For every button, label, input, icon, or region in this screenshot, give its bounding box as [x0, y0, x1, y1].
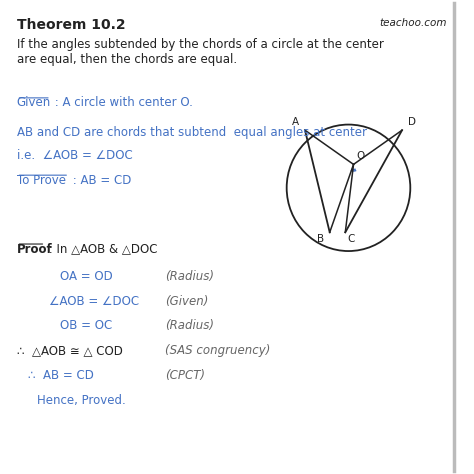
Text: AB and CD are chords that subtend  equal angles at center: AB and CD are chords that subtend equal …	[17, 126, 366, 138]
Text: (Given): (Given)	[165, 295, 209, 308]
Text: OB = OC: OB = OC	[60, 319, 112, 332]
Text: (Radius): (Radius)	[165, 319, 214, 332]
Text: : AB = CD: : AB = CD	[69, 174, 132, 187]
Text: OA = OD: OA = OD	[60, 270, 113, 283]
Text: ∴  △AOB ≅ △ COD: ∴ △AOB ≅ △ COD	[17, 344, 122, 357]
Text: O: O	[356, 151, 365, 161]
Text: Given: Given	[17, 97, 51, 109]
Text: Hence, Proved.: Hence, Proved.	[37, 394, 126, 407]
Text: To Prove: To Prove	[17, 174, 65, 187]
Text: teachoo.com: teachoo.com	[380, 18, 447, 28]
Text: Proof: Proof	[17, 243, 52, 255]
Text: D: D	[408, 117, 416, 127]
Text: : In △AOB & △DOC: : In △AOB & △DOC	[46, 243, 158, 255]
Text: B: B	[317, 234, 324, 244]
Text: (SAS congruency): (SAS congruency)	[165, 344, 271, 357]
Text: A: A	[292, 117, 299, 127]
Text: ∴  AB = CD: ∴ AB = CD	[28, 369, 94, 382]
Text: (CPCT): (CPCT)	[165, 369, 205, 382]
Text: Theorem 10.2: Theorem 10.2	[17, 18, 125, 32]
Text: If the angles subtended by the chords of a circle at the center
are equal, then : If the angles subtended by the chords of…	[17, 38, 383, 66]
Text: C: C	[347, 234, 355, 244]
Text: ∠AOB = ∠DOC: ∠AOB = ∠DOC	[48, 295, 139, 308]
Text: : A circle with center O.: : A circle with center O.	[51, 97, 193, 109]
Text: i.e.  ∠AOB = ∠DOC: i.e. ∠AOB = ∠DOC	[17, 149, 132, 162]
Text: (Radius): (Radius)	[165, 270, 214, 283]
